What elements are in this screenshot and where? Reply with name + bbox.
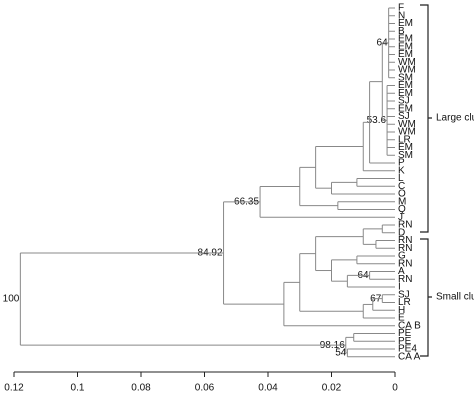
x-tick-label: 0.02	[322, 383, 342, 394]
leaf-label: SJ	[398, 289, 410, 300]
leaf-label: CA A	[398, 351, 421, 362]
leaf-label: EM	[398, 34, 413, 45]
leaf-label: H	[398, 305, 405, 316]
leaf-label: J	[398, 212, 403, 223]
leaf-label: EM	[398, 142, 413, 153]
small-bracket	[420, 238, 432, 357]
leaf-label: C	[398, 181, 405, 192]
leaf-label: LR	[398, 297, 411, 308]
leaf-label: E	[398, 313, 405, 324]
leaf-label: LR	[398, 134, 411, 145]
leaf-label: EM	[398, 88, 413, 99]
leaf-label: B	[398, 26, 405, 37]
leaf-label: SJ	[398, 96, 410, 107]
leaf-label: I	[398, 282, 401, 293]
leaf-label: EM	[398, 41, 413, 52]
leaf-label: SJ	[398, 111, 410, 122]
leaf-label: O	[398, 189, 406, 200]
leaf-label: WM	[398, 127, 416, 138]
cluster-label: Small cluster	[436, 292, 474, 303]
leaf-label: SM	[398, 72, 413, 83]
leaf-label: P	[398, 158, 405, 169]
leaf-label: EM	[398, 49, 413, 60]
x-tick-label: 0.04	[258, 383, 278, 394]
leaf-label: RN	[398, 235, 412, 246]
leaf-label: PE4	[398, 344, 417, 355]
leaf-label: RN	[398, 243, 412, 254]
node-label: 54	[335, 348, 347, 359]
x-tick-label: 0.12	[4, 383, 24, 394]
leaf-label: G	[398, 251, 406, 262]
leaf-label: SM	[398, 150, 413, 161]
leaf-label: WM	[398, 65, 416, 76]
leaf-label: A	[398, 266, 405, 277]
leaf-label: K	[398, 165, 405, 176]
leaf-label: RN	[398, 258, 412, 269]
x-tick-label: 0.06	[195, 383, 215, 394]
x-tick-label: 0	[392, 383, 398, 394]
leaf-label: EM	[398, 80, 413, 91]
leaf-label: Q	[398, 204, 406, 215]
leaf-label: M	[398, 196, 406, 207]
leaf-label: EM	[398, 18, 413, 29]
leaf-label: EM	[398, 103, 413, 114]
leaf-label: PE	[398, 328, 412, 339]
x-tick-label: 0.1	[71, 383, 85, 394]
leaf-label: D	[398, 227, 405, 238]
leaf-label: CA B	[398, 320, 421, 331]
leaf-label: RN	[398, 274, 412, 285]
cluster-label: Large cluster	[436, 113, 474, 124]
large-bracket	[420, 4, 432, 233]
x-tick-label: 0.08	[131, 383, 151, 394]
leaf-label: F	[398, 3, 404, 14]
leaf-label: N	[398, 10, 405, 21]
leaf-label: RN	[398, 220, 412, 231]
leaf-label: PE	[398, 336, 412, 347]
leaf-label: WM	[398, 119, 416, 130]
leaf-label: WM	[398, 57, 416, 68]
leaf-label: L	[398, 173, 404, 184]
node-label: 53.6	[367, 115, 387, 126]
node-label: 100	[3, 294, 20, 305]
